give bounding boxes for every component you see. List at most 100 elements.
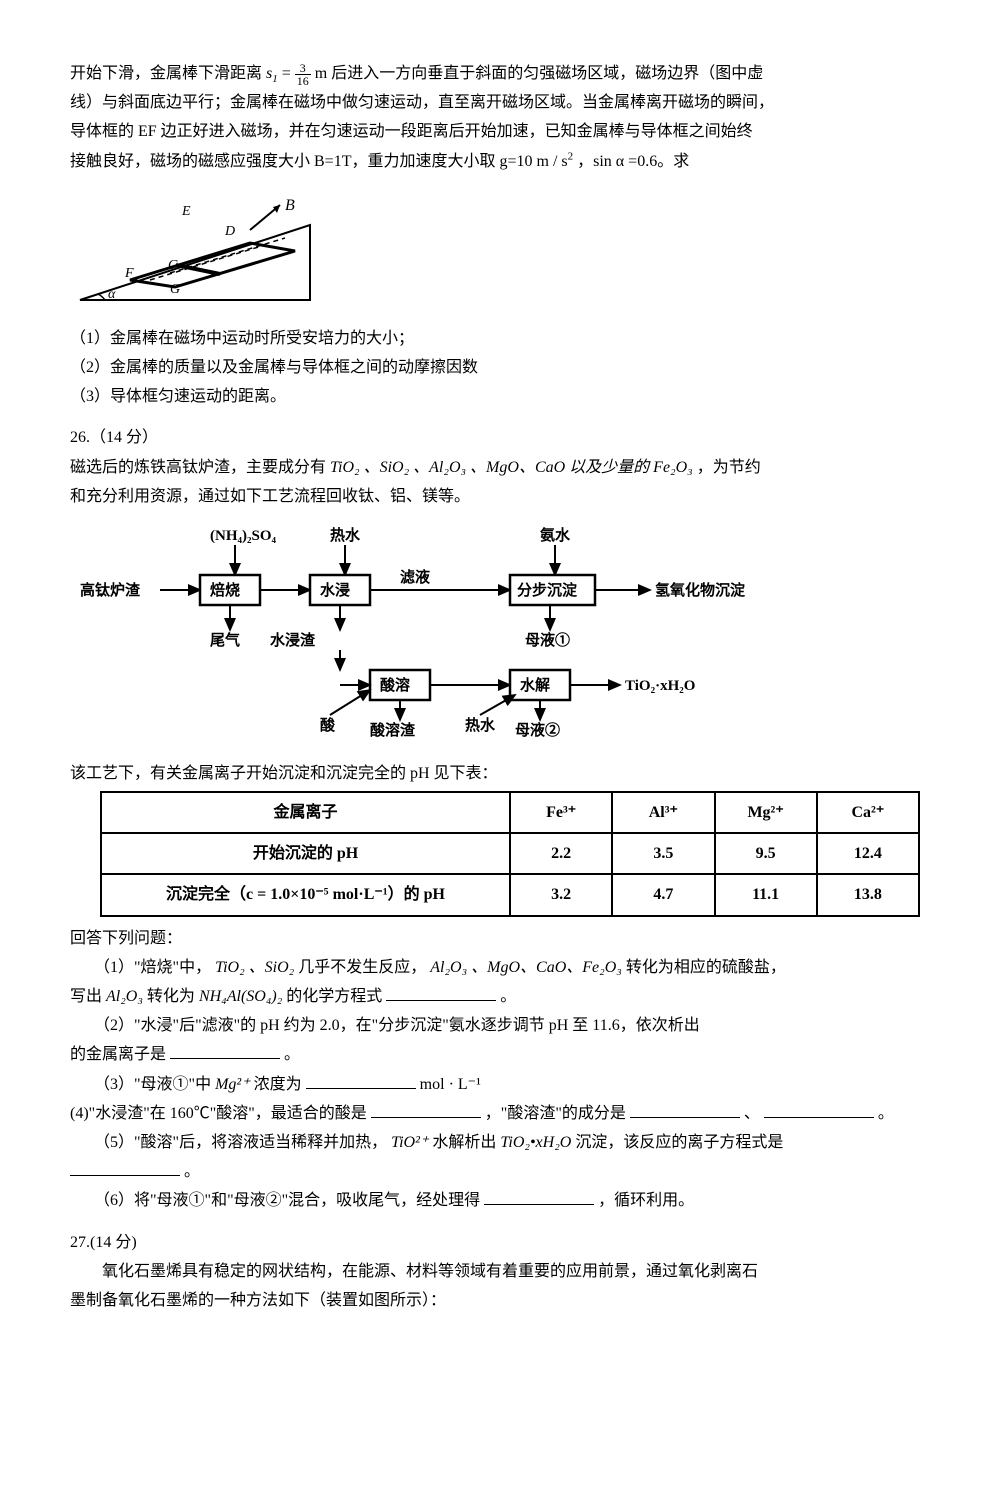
h-al: Al³⁺ [612,792,714,833]
blank [70,1162,180,1176]
unit: m [315,65,327,82]
table-intro: 该工艺下，有关金属离子开始沉淀和沉淀完全的 pH 见下表： [70,760,930,787]
blank [386,987,496,1001]
r2-label: 沉淀完全（c = 1.0×10⁻⁵ mol·L⁻¹）的 pH [101,874,510,915]
label-G: G [170,282,180,297]
answer-label: 回答下列问题： [70,925,930,952]
flow-hydroxide: 氢氧化物沉淀 [655,581,746,599]
q26-2b: 的金属离子是 。 [70,1041,930,1068]
r1-mg: 9.5 [715,833,817,874]
h-fe: Fe³⁺ [510,792,612,833]
txt: （3）"母液①"中 [94,1076,215,1093]
h-ion: 金属离子 [101,792,510,833]
txt: (4)"水浸渣"在 160℃"酸溶"，最适合的酸是 [70,1105,367,1122]
r2-mg: 11.1 [715,874,817,915]
table-row: 沉淀完全（c = 1.0×10⁻⁵ mol·L⁻¹）的 pH 3.2 4.7 1… [101,874,919,915]
q25-1: （1）金属棒在磁场中运动时所受安培力的大小； [70,325,930,352]
figure-25: B α F E D C G [70,185,930,315]
q25-2: （2）金属棒的质量以及金属棒与导体框之间的动摩擦因数 [70,354,930,381]
blank [764,1103,874,1117]
txt: 开始下滑，金属棒下滑距离 [70,65,262,82]
h-mg: Mg²⁺ [715,792,817,833]
unit: mol · L⁻¹ [420,1076,481,1093]
label-C: C [168,258,178,273]
txt: 的化学方程式 [286,988,382,1005]
table-row: 金属离子 Fe³⁺ Al³⁺ Mg²⁺ Ca²⁺ [101,792,919,833]
q26-6: （6）将"母液①"和"母液②"混合，吸收尾气，经处理得 ，循环利用。 [70,1187,930,1214]
txt: 接触良好，磁场的磁感应强度大小 B=1T，重力加速度大小取 [70,153,499,170]
txt: 。 [284,1046,300,1063]
g: g=10 m / s [499,153,567,170]
sin: ，sin α =0.6。求 [577,153,689,170]
intro-line3: 导体框的 EF 边正好进入磁场，并在匀速运动一段距离后开始加速，已知金属棒与导体… [70,118,930,145]
p27-line1: 氧化石墨烯具有稳定的网状结构，在能源、材料等领域有着重要的应用前景，通过氧化剥离… [70,1258,930,1285]
q26-5b: 。 [70,1158,930,1185]
flow-acid: 酸 [320,716,336,734]
sp: TiO₂ 、SiO₂ [215,959,298,976]
flow-filtrate: 滤液 [400,568,431,586]
sp: Al₂O₃ 、MgO、CaO、Fe₂O₃ [430,959,626,976]
den: 16 [295,75,311,87]
flow-nh4so4: (NH₄)₂SO₄ [210,528,276,544]
table-row: 开始沉淀的 pH 2.2 3.5 9.5 12.4 [101,833,919,874]
sp: NH₄Al(SO₄)₂ [199,988,286,1005]
txt: 几乎不发生反应， [298,959,426,976]
ph-table: 金属离子 Fe³⁺ Al³⁺ Mg²⁺ Ca²⁺ 开始沉淀的 pH 2.2 3.… [100,791,920,917]
txt: 后进入一方向垂直于斜面的匀强磁场区域，磁场边界（图中虚 [331,65,763,82]
q26-5: （5）"酸溶"后，将溶液适当稀释并加热， TiO²⁺ 水解析出 TiO₂•xH₂… [70,1129,930,1156]
txt: ，为节约 [697,459,761,476]
q25-3: （3）导体框匀速运动的距离。 [70,383,930,410]
flow-mother1: 母液① [525,631,570,649]
flow-roast: 焙烧 [210,581,240,599]
p26-line2: 和充分利用资源，通过如下工艺流程回收钛、铝、镁等。 [70,483,930,510]
q26-4: (4)"水浸渣"在 160℃"酸溶"，最适合的酸是 ，"酸溶渣"的成分是 、 。 [70,1100,930,1127]
txt: ，"酸溶渣"的成分是 [485,1105,626,1122]
flow-stepprecip: 分步沉淀 [517,581,578,599]
g-exp: 2 [568,150,574,162]
q26-3: （3）"母液①"中 Mg²⁺ 浓度为 mol · L⁻¹ [70,1071,930,1098]
fraction: 3 16 [295,62,311,87]
p26-num: 26.（14 分） [70,424,930,451]
blank [630,1103,740,1117]
txt: 转化为相应的硫酸盐， [626,959,786,976]
label-alpha: α [108,287,116,302]
var-s: s1 [266,65,282,82]
flow-tio2: TiO₂·xH₂O [625,678,695,694]
label-B: B [285,197,295,214]
process-flow-svg: .bx{fill:#fff;stroke:#000;stroke-width:2… [70,520,790,750]
txt: 转化为 [147,988,199,1005]
q26-1: （1）"焙烧"中， TiO₂ 、SiO₂ 几乎不发生反应， Al₂O₃ 、MgO… [70,954,930,981]
r1-ca: 12.4 [817,833,919,874]
flow-tail: 尾气 [210,631,240,649]
flow-hydrolysis: 水解 [520,676,550,694]
r2-ca: 13.8 [817,874,919,915]
label-F: F [124,266,134,281]
eq: = [282,65,291,82]
blank [371,1103,481,1117]
blank [170,1045,280,1059]
sp: TiO²⁺ [391,1134,428,1151]
txt: ，循环利用。 [598,1192,694,1209]
p27-line2: 墨制备氧化石墨烯的一种方法如下（装置如图所示）： [70,1287,930,1314]
flow-hotwater: 热水 [330,526,361,544]
flow-mother2: 母液② [515,721,560,739]
r1-label: 开始沉淀的 pH [101,833,510,874]
txt: （6）将"母液①"和"母液②"混合，吸收尾气，经处理得 [94,1192,480,1209]
flowchart: .bx{fill:#fff;stroke:#000;stroke-width:2… [70,520,930,750]
h-ca: Ca²⁺ [817,792,919,833]
txt: 。 [500,988,516,1005]
intro-paragraph: 开始下滑，金属棒下滑距离 s1 = 3 16 m 后进入一方向垂直于斜面的匀强磁… [70,60,930,87]
txt: 浓度为 [254,1076,302,1093]
p26-line1: 磁选后的炼铁高钛炉渣，主要成分有 TiO₂ 、SiO₂ 、Al₂O₃ 、MgO、… [70,454,930,481]
r2-al: 4.7 [612,874,714,915]
species: TiO₂ 、SiO₂ 、Al₂O₃ 、MgO、CaO 以及少量的 Fe₂O₃ [330,459,697,476]
blank [484,1191,594,1205]
txt: 沉淀，该反应的离子方程式是 [575,1134,783,1151]
flow-aciddissolve: 酸溶 [380,676,410,694]
intro-line4: 接触良好，磁场的磁感应强度大小 B=1T，重力加速度大小取 g=10 m / s… [70,148,930,175]
r1-fe: 2.2 [510,833,612,874]
incline-diagram: B α F E D C G [70,185,330,315]
txt: （1）"焙烧"中， [94,959,211,976]
r1-al: 3.5 [612,833,714,874]
q26-2: （2）"水浸"后"滤液"的 pH 约为 2.0，在"分步沉淀"氨水逐步调节 pH… [70,1012,930,1039]
